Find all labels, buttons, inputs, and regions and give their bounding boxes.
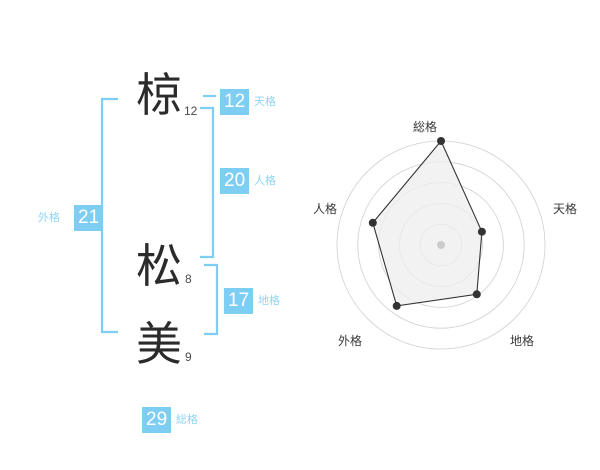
radar-axis-label-soukaku: 総格 — [413, 120, 438, 134]
chikaku-value-badge: 17 — [224, 288, 254, 314]
soukaku-value-badge: 29 — [142, 407, 172, 433]
radar-axis-label-gaikaku: 外格 — [338, 334, 363, 348]
name-character-3: 美 — [136, 317, 182, 371]
radar-axis-label-chikaku: 地格 — [510, 334, 535, 348]
radar-center-dot — [437, 241, 445, 249]
tenkaku-value-badge: 12 — [220, 89, 250, 115]
radar-axis-label-jinkaku: 人格 — [313, 202, 338, 216]
radar-data-area — [372, 139, 483, 307]
jinkaku-bracket — [200, 106, 215, 259]
radar-chart-svg — [336, 137, 546, 350]
chikaku-label: 地格 — [258, 294, 280, 307]
jinkaku-value-badge: 20 — [220, 168, 250, 194]
jinkaku-label: 人格 — [254, 174, 276, 187]
name-character-3-strokes: 9 — [185, 350, 192, 364]
gaikaku-label: 外格 — [38, 211, 60, 224]
name-character-2-strokes: 8 — [185, 272, 192, 286]
soukaku-label: 総格 — [176, 413, 198, 426]
radar-data-point — [437, 137, 445, 145]
gaikaku-bracket — [100, 97, 118, 334]
radar-data-point — [477, 227, 486, 236]
tenkaku-label: 天格 — [254, 95, 276, 108]
radar-data-point — [392, 301, 401, 310]
name-character-1-strokes: 12 — [184, 104, 198, 118]
radar-axis-label-tenkaku: 天格 — [553, 202, 578, 216]
radar-data-point — [368, 218, 377, 227]
kakusu-radar-chart: 総格 天格 地格 外格 人格 — [300, 0, 600, 470]
radar-data-points — [368, 137, 486, 310]
gaikaku-value-badge: 21 — [74, 205, 104, 231]
name-character-1: 椋 — [136, 68, 182, 122]
name-character-2: 松 — [136, 239, 182, 293]
chikaku-bracket — [204, 263, 219, 336]
name-kakusu-diagram: 椋 12 松 8 美 9 12 天格 20 人格 17 地格 21 外格 29 … — [38, 68, 280, 433]
radar-data-point — [472, 290, 481, 299]
